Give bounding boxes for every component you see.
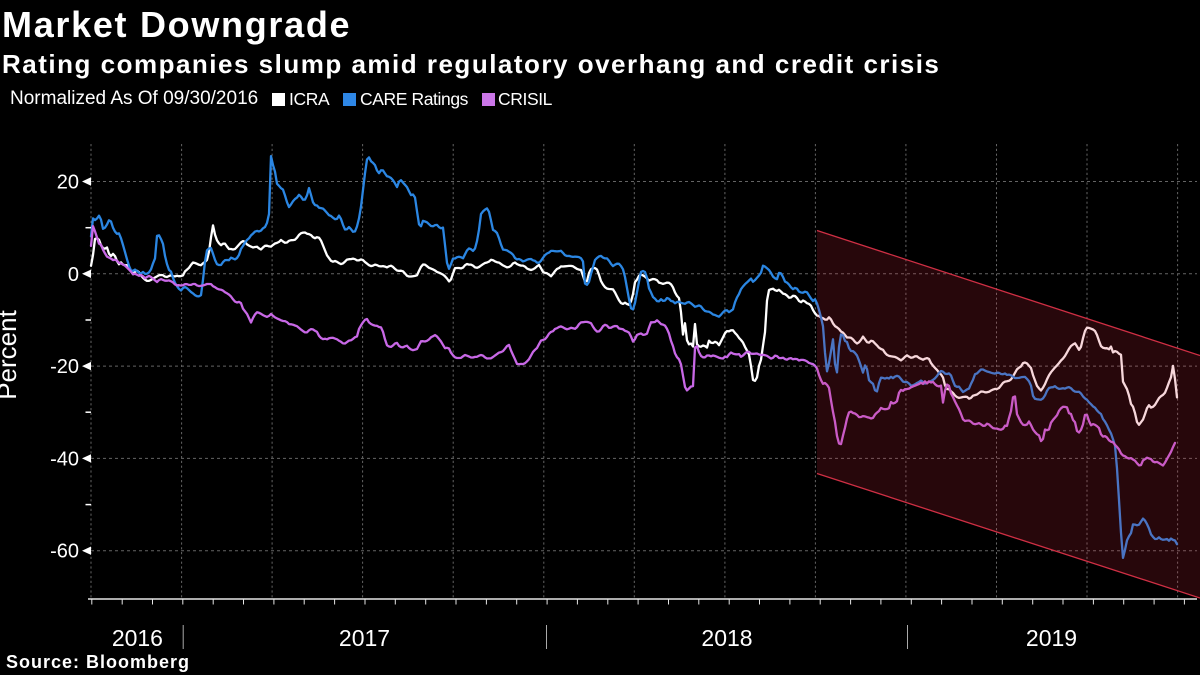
svg-text:Percent: Percent: [0, 309, 22, 399]
svg-text:0: 0: [68, 264, 79, 286]
svg-text:2019: 2019: [1026, 625, 1077, 651]
svg-text:-40: -40: [50, 448, 79, 470]
svg-text:2018: 2018: [701, 625, 752, 651]
svg-text:-20: -20: [50, 356, 79, 378]
svg-text:-60: -60: [50, 541, 79, 563]
svg-text:2016: 2016: [112, 625, 163, 651]
svg-text:20: 20: [57, 172, 79, 194]
svg-text:2017: 2017: [339, 625, 390, 651]
